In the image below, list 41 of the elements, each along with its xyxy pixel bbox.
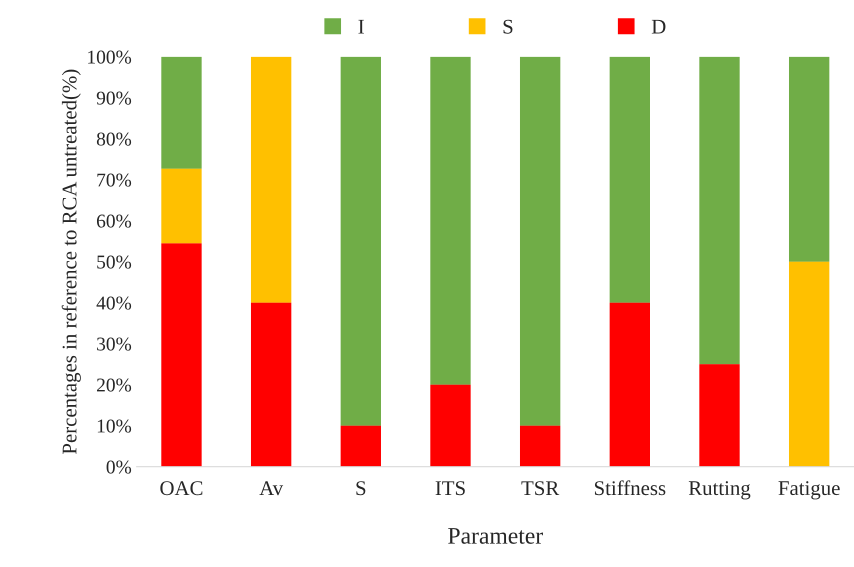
x-tick-label: OAC [160,481,202,496]
y-axis-title: Percentages in reference to RCA untreated(%) [62,70,81,454]
y-tick-label: 20% [96,378,132,392]
x-tick-label: Fatigue [778,481,840,500]
x-tick-label: Rutting [688,481,750,500]
bar [520,56,560,426]
bar [161,56,202,169]
bar [610,302,650,467]
y-tick-label: 10% [98,419,132,433]
bar [161,168,202,244]
bar [610,56,650,303]
bar [161,243,202,467]
y-tick-label: 100% [88,50,132,64]
x-tick-label: TSR [521,481,560,496]
bar [340,56,381,426]
bar [340,426,381,467]
bar [250,56,292,303]
x-axis-title: Parameter [448,528,543,544]
y-tick-label: 0% [106,460,132,474]
bar [699,56,740,364]
legend-label: D [652,20,666,34]
y-tick-label: 90% [96,92,132,105]
y-tick-label: 80% [96,132,132,146]
bar [430,384,471,467]
bar [788,262,830,467]
y-tick-label: 40% [96,296,132,310]
legend-label: S [504,20,512,34]
x-tick-label: Av [259,481,284,496]
y-tick-label: 30% [97,337,132,351]
x-tick-label: Stiffness [594,480,666,496]
bar [788,56,830,262]
legend-label: I [358,20,364,34]
x-tick-label: S [356,481,366,496]
bar [250,302,292,467]
bar [699,364,740,467]
y-tick-label: 60% [96,214,132,228]
x-tick-label: ITS [436,481,465,496]
y-tick-label: 50% [97,255,132,269]
bar [520,426,560,467]
y-tick-label: 70% [97,174,132,187]
bar [430,56,471,385]
